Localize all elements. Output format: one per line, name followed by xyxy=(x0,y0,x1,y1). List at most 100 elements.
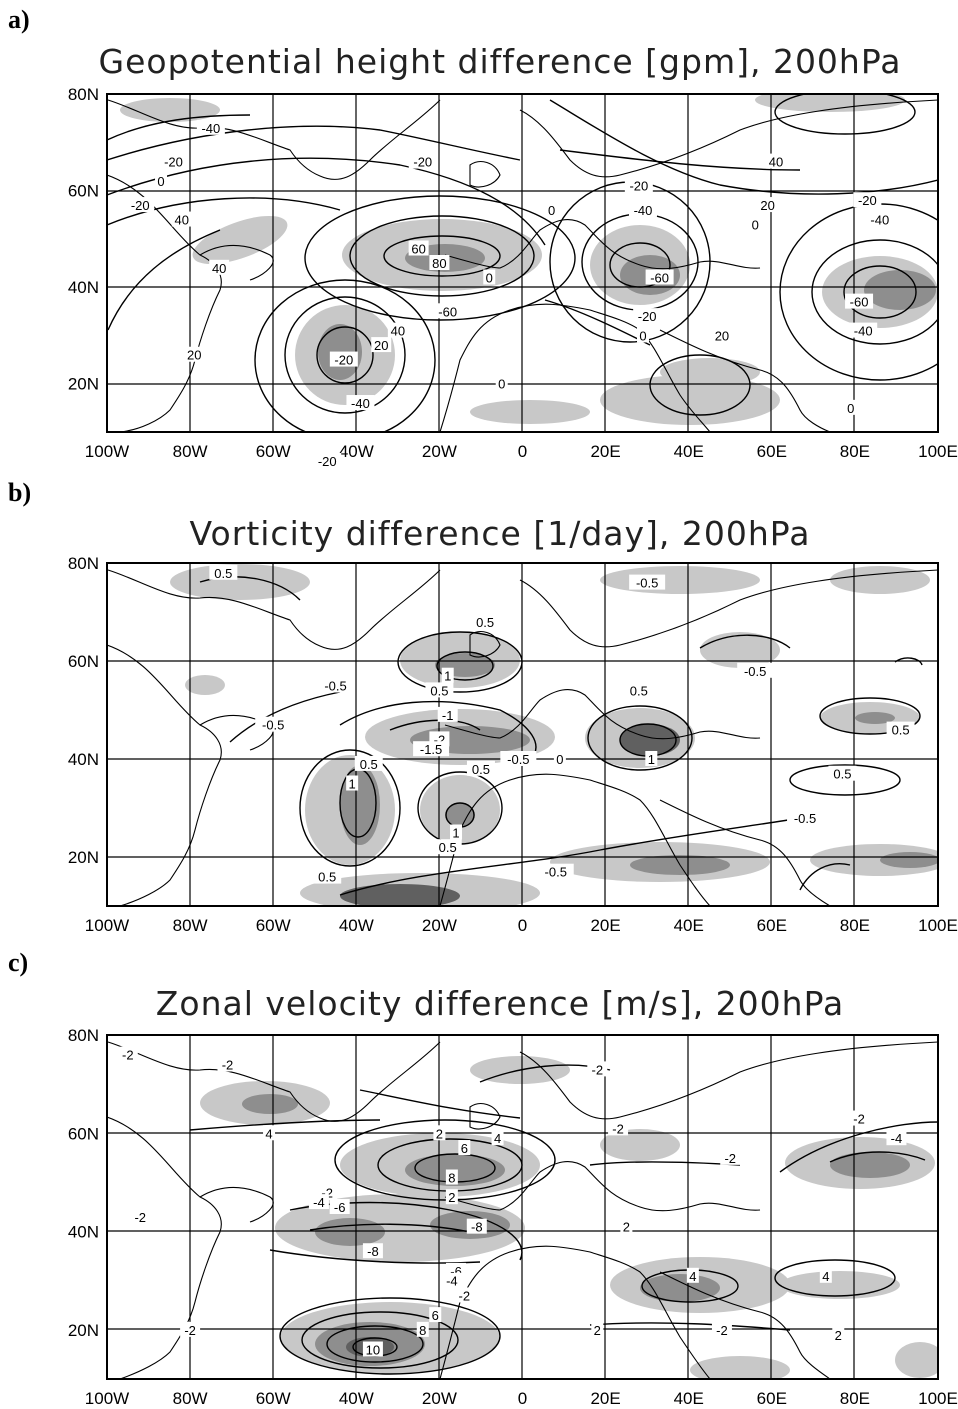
panel-a-contour-label: 40 xyxy=(765,153,786,170)
panel-a-frame xyxy=(106,93,939,433)
panel-b-contour-label: 0.5 xyxy=(209,564,238,581)
panel-c-x-tick-label: 40W xyxy=(339,1389,374,1408)
panel-c-contour-label: -2 xyxy=(711,1321,732,1338)
panel-b-contour-label: 0.5 xyxy=(828,765,857,782)
panel-a-x-tick-label: 80E xyxy=(840,442,870,461)
contour-label-background xyxy=(686,1267,699,1283)
panel-b-contour-label: 0.5 xyxy=(466,760,495,777)
contour-label-text: -6 xyxy=(334,1200,346,1215)
panel-a-contour-label: -40 xyxy=(849,322,878,339)
panel-b-y-tick-label: 60N xyxy=(68,652,99,671)
contour-label-text: 1 xyxy=(452,826,459,841)
panel-a-contour-label: 0 xyxy=(636,327,649,343)
contour-label-text: 2 xyxy=(448,1190,455,1205)
panel-a-title: Geopotential height difference [gpm], 20… xyxy=(99,42,902,81)
contour-label-background xyxy=(413,741,450,757)
contour-label-text: 80 xyxy=(432,256,446,271)
panel-a-x-tick-label: 40W xyxy=(339,442,374,461)
contour-label-background xyxy=(255,716,292,732)
panel-b-contour-label: 0.5 xyxy=(624,682,653,698)
contour-label-background xyxy=(346,395,375,411)
panel-b-x-tick-label: 20W xyxy=(422,916,457,935)
contour-label-background xyxy=(437,706,458,722)
panel-a-y-tick-label: 80N xyxy=(68,85,99,104)
contour-label-text: 8 xyxy=(448,1171,455,1186)
panel-a-contour-label: 0 xyxy=(749,216,762,232)
panel-a-contour-label: 0 xyxy=(483,269,496,285)
panel-c-contour-label: -4 xyxy=(308,1194,329,1210)
contour-label-background xyxy=(865,211,894,227)
contour-label-background xyxy=(553,751,566,766)
contour-label-background xyxy=(445,1169,458,1185)
contour-label-background xyxy=(313,868,342,884)
panel-b-y-ticks: 20N 40N 60N 80N xyxy=(68,554,99,867)
contour-label-background xyxy=(408,240,429,256)
panel-c-x-ticks: 100W 80W 60W 40W 20W 0 20E 40E 60E 80E 100E xyxy=(85,1389,958,1408)
contour-label-text: 0.5 xyxy=(439,840,457,855)
panel-c-contour-label: 2 xyxy=(620,1218,633,1235)
panel-a-contour-label: -20 xyxy=(408,153,437,170)
contour-label-text: -0.5 xyxy=(636,576,658,591)
panel-c-y-tick-label: 80N xyxy=(68,1026,99,1045)
panel-b-contour-label: 0.5 xyxy=(425,682,454,698)
contour-label-text: 4 xyxy=(265,1126,272,1141)
panel-a-contour-label: -60 xyxy=(645,269,674,285)
panel-c-contour-label: 2 xyxy=(832,1326,845,1343)
panel-b-y-tick-label: 80N xyxy=(68,554,99,573)
contour-label-text: -1 xyxy=(442,708,454,723)
panel-b-contour-label: -0.5 xyxy=(537,863,574,880)
contour-label-background xyxy=(329,351,358,367)
contour-label-text: -0.5 xyxy=(507,752,529,767)
panel-b-contour-label: -1.5 xyxy=(413,741,450,757)
contour-label-text: -40 xyxy=(854,324,873,339)
panel-a-contour-label: 0 xyxy=(155,172,168,189)
panel-c-contour-label: 8 xyxy=(445,1169,458,1186)
contour-label-text: 1 xyxy=(349,777,356,792)
contour-label-background xyxy=(126,197,155,213)
contour-label-text: 60 xyxy=(411,242,425,257)
contour-label-text: 20 xyxy=(374,338,388,353)
contour-label-text: 40 xyxy=(175,213,189,228)
panel-b-x-tick-label: 60W xyxy=(256,916,291,935)
contour-label-text: 10 xyxy=(366,1343,380,1358)
panel-a-y-tick-label: 40N xyxy=(68,278,99,297)
panel-b-y-tick-label: 20N xyxy=(68,848,99,867)
panel-c-contour-label: 2 xyxy=(433,1125,446,1141)
contour-label-text: 2 xyxy=(835,1328,842,1343)
panel-a-x-tick-label: 80W xyxy=(173,442,208,461)
panel-c-contour-label: -2 xyxy=(180,1321,201,1338)
contour-label-background xyxy=(886,721,915,737)
contour-label-background xyxy=(849,1110,870,1126)
panel-c-contour-label: 4 xyxy=(686,1267,699,1284)
contour-label-background xyxy=(711,1321,732,1337)
contour-label-text: 0.5 xyxy=(430,683,448,698)
panel-a-contour-label: -60 xyxy=(845,293,874,310)
panel-c-contour-label: -8 xyxy=(466,1218,487,1235)
panel-a-y-tick-label: 60N xyxy=(68,182,99,201)
contour-label-background xyxy=(765,153,786,169)
panel-b-x-tick-label: 0 xyxy=(518,916,527,935)
contour-label-text: 0.5 xyxy=(833,767,851,782)
contour-label-text: -20 xyxy=(318,454,337,469)
contour-label-text: 0 xyxy=(556,752,563,767)
contour-label-background xyxy=(886,1130,907,1146)
contour-label-text: 40 xyxy=(212,261,226,276)
panel-b-contour-label: 0.5 xyxy=(313,868,342,885)
panel-c-contour-label: 4 xyxy=(819,1267,832,1284)
panel-b-contour-label: -1 xyxy=(437,706,458,723)
panel-b-contour-label: -0.5 xyxy=(787,809,824,826)
contour-label-background xyxy=(495,375,508,391)
contour-label-background xyxy=(645,751,658,766)
contour-label-text: 4 xyxy=(494,1131,501,1146)
contour-label-text: 4 xyxy=(689,1269,696,1284)
contour-label-text: -20 xyxy=(629,179,648,194)
contour-label-text: -6 xyxy=(450,1264,462,1279)
contour-label-text: 20 xyxy=(715,328,729,343)
panel-c-contour-label: 10 xyxy=(362,1341,383,1358)
contour-label-background xyxy=(445,1189,458,1205)
panel-c-contour-label: -2 xyxy=(454,1287,475,1303)
contour-label-text: -0.5 xyxy=(324,679,346,694)
contour-label-background xyxy=(155,172,168,188)
contour-label-text: -60 xyxy=(650,270,669,285)
contour-label-text: 0.5 xyxy=(318,870,336,885)
